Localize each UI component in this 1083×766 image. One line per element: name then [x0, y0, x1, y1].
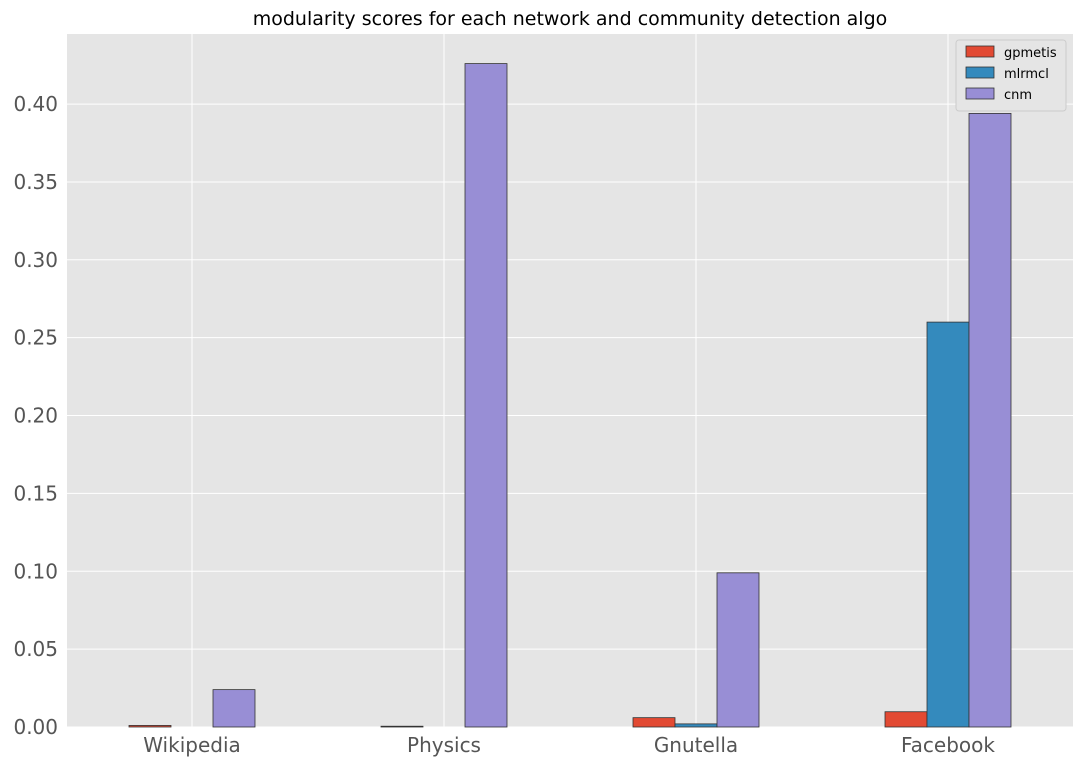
y-tick-label: 0.10 [13, 559, 58, 583]
y-tick-label: 0.25 [13, 326, 58, 350]
x-tick-label: Physics [407, 733, 481, 757]
x-tick-label: Wikipedia [143, 733, 241, 757]
y-tick-label: 0.00 [13, 715, 58, 739]
bar-cnm-physics [464, 63, 508, 728]
legend-label-cnm: cnm [1004, 88, 1032, 103]
bar-cnm-facebook [968, 113, 1012, 728]
bars [128, 63, 1012, 728]
y-tick-label: 0.20 [13, 404, 58, 428]
bar-gpmetis-facebook [884, 711, 928, 728]
legend-swatch-gpmetis [965, 45, 995, 58]
y-tick-label: 0.30 [13, 248, 58, 272]
bar-gpmetis-wikipedia [128, 725, 172, 728]
plot-area [67, 34, 1073, 727]
legend-label-gpmetis: gpmetis [1004, 46, 1057, 61]
chart-title: modularity scores for each network and c… [253, 8, 888, 30]
legend: gpmetis mlrmcl cnm [955, 39, 1067, 112]
y-axis-ticks: 0.00 0.05 0.10 0.15 0.20 0.25 0.30 0.35 0.40 [13, 92, 58, 739]
bar-gpmetis-physics [380, 725, 424, 728]
y-tick-label: 0.40 [13, 92, 58, 116]
bar-cnm-gnutella [716, 572, 760, 728]
x-tick-label: Facebook [901, 733, 995, 757]
x-tick-label: Gnutella [654, 733, 738, 757]
bar-gpmetis-gnutella [632, 717, 676, 728]
bar-mlrmcl-gnutella [674, 723, 718, 728]
legend-swatch-mlrmcl [965, 66, 995, 79]
y-tick-label: 0.15 [13, 481, 58, 505]
x-axis-ticks: Wikipedia Physics Gnutella Facebook [143, 733, 995, 757]
y-tick-label: 0.35 [13, 170, 58, 194]
legend-swatch-cnm [965, 87, 995, 100]
bar-mlrmcl-facebook [926, 321, 970, 728]
y-tick-label: 0.05 [13, 637, 58, 661]
legend-label-mlrmcl: mlrmcl [1004, 67, 1049, 82]
bar-cnm-wikipedia [212, 689, 256, 728]
